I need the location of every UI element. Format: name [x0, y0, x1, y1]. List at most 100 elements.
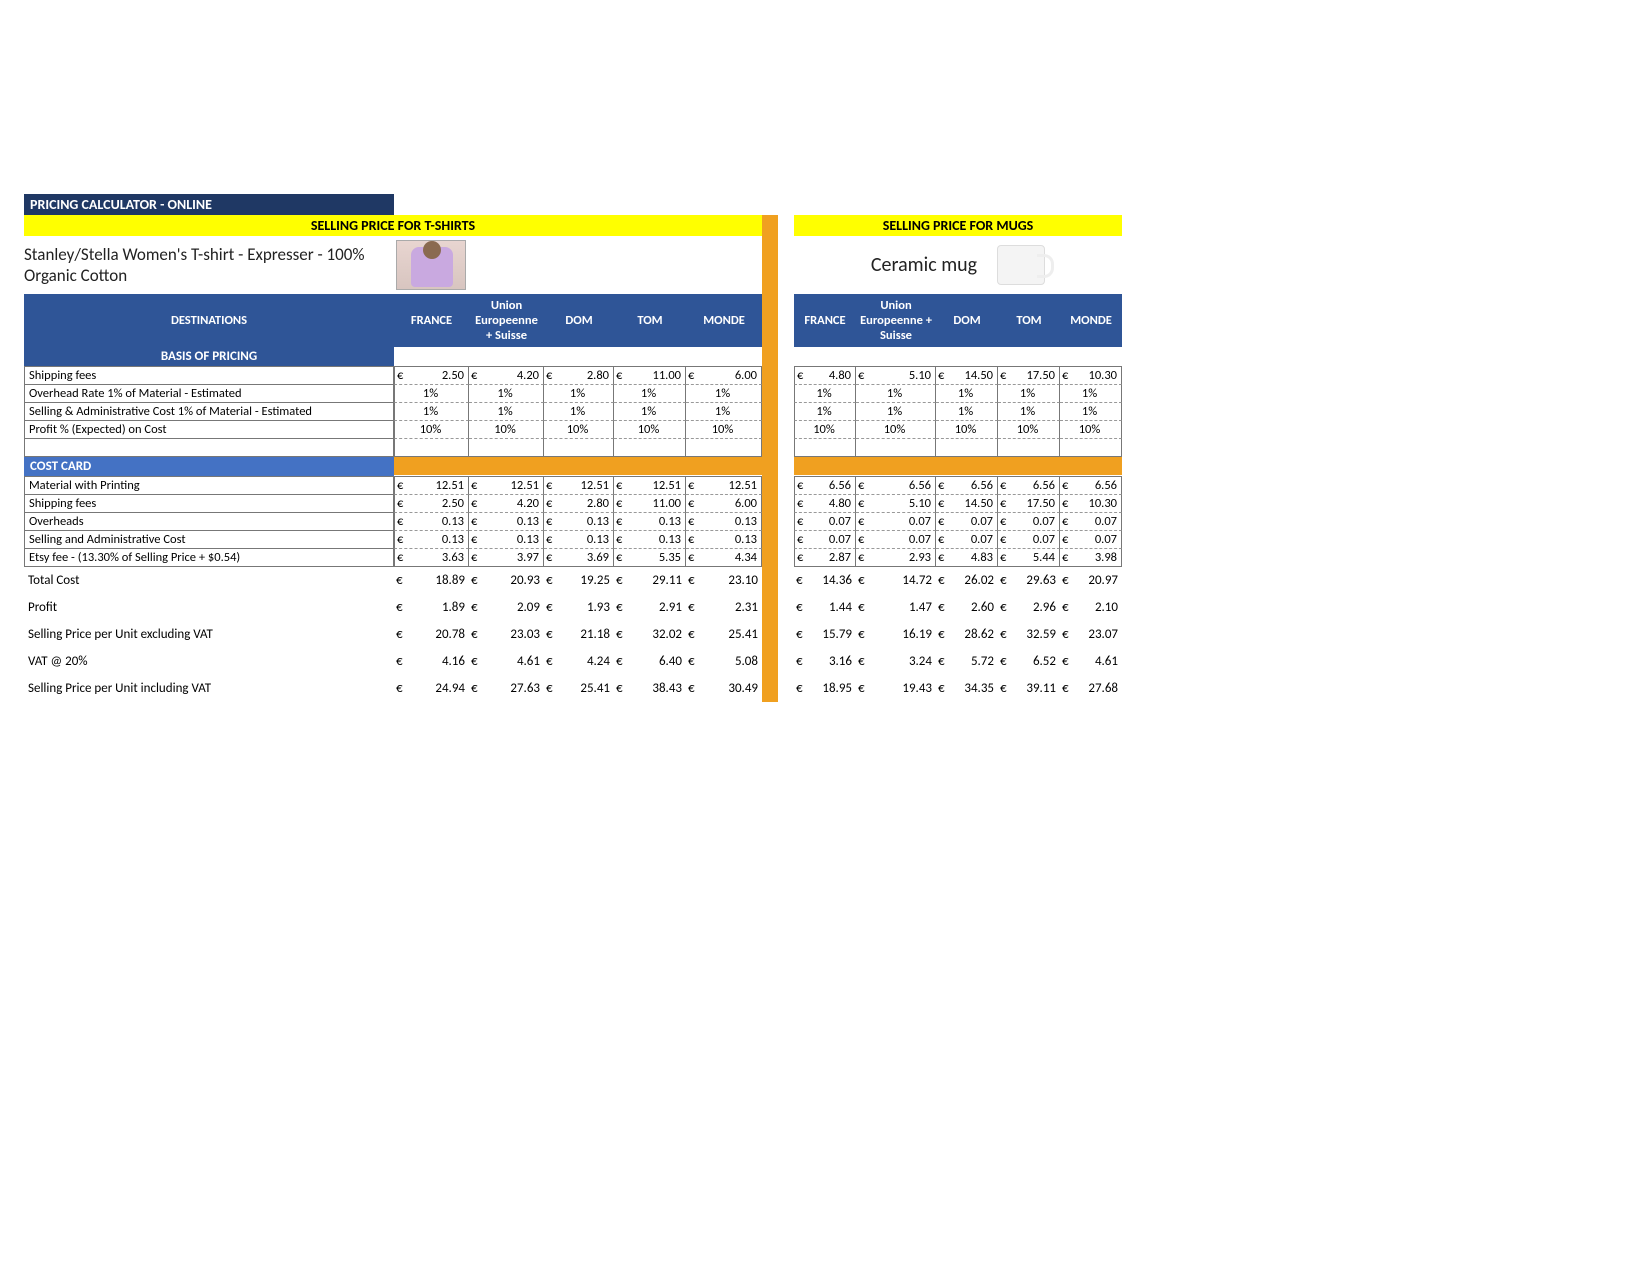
table-cell: 10%: [856, 421, 936, 439]
table-cell: 1%: [686, 403, 762, 421]
table-row: Shipping fees€2.50€4.20€2.80€11.00€6.00€…: [24, 495, 1206, 513]
table-cell: €4.24: [544, 648, 614, 675]
product-name-tshirt: Stanley/Stella Women's T-shirt - Express…: [24, 244, 384, 286]
table-cell: €4.16: [394, 648, 469, 675]
table-cell: €0.07: [936, 513, 998, 531]
table-row: Etsy fee - (13.30% of Selling Price + $0…: [24, 549, 1206, 567]
table-cell: €2.87: [794, 549, 856, 567]
table-cell: 1%: [614, 385, 686, 403]
table-cell: €12.51: [614, 476, 686, 495]
row-label: Total Cost: [24, 567, 394, 594]
table-cell: €0.07: [856, 513, 936, 531]
column-headers: DESTINATIONS FRANCE Union Europeenne + S…: [24, 294, 1206, 347]
basis-of-pricing-header: BASIS OF PRICING: [24, 347, 394, 366]
table-cell: €24.94: [394, 675, 469, 702]
table-cell: €20.78: [394, 621, 469, 648]
table-cell: €0.13: [686, 531, 762, 549]
table-cell: €38.43: [614, 675, 686, 702]
table-cell: €39.11: [998, 675, 1060, 702]
table-cell: €20.97: [1060, 567, 1122, 594]
table-cell: €17.50: [998, 366, 1060, 385]
table-cell: 10%: [686, 421, 762, 439]
mug-image: [997, 245, 1045, 285]
table-cell: €23.10: [686, 567, 762, 594]
table-cell: €5.08: [686, 648, 762, 675]
table-cell: €3.63: [394, 549, 469, 567]
table-cell: €14.50: [936, 495, 998, 513]
table-cell: 10%: [936, 421, 998, 439]
table-cell: €19.25: [544, 567, 614, 594]
table-cell: €6.00: [686, 495, 762, 513]
table-cell: €0.13: [686, 513, 762, 531]
table-cell: €34.35: [936, 675, 998, 702]
table-cell: €2.60: [936, 594, 998, 621]
table-cell: €27.68: [1060, 675, 1122, 702]
header-col: MONDE: [1060, 294, 1122, 347]
table-cell: 1%: [1060, 385, 1122, 403]
header-col: Union Europeenne + Suisse: [469, 294, 544, 347]
summary-row: Total Cost€18.89€20.93€19.25€29.11€23.10…: [24, 567, 1206, 594]
table-cell: €2.31: [686, 594, 762, 621]
table-cell: €26.02: [936, 567, 998, 594]
table-cell: 1%: [998, 403, 1060, 421]
table-cell: €0.07: [1060, 531, 1122, 549]
table-cell: €23.03: [469, 621, 544, 648]
table-cell: €0.07: [794, 531, 856, 549]
table-cell: 1%: [394, 403, 469, 421]
table-cell: 1%: [544, 385, 614, 403]
table-cell: €2.50: [394, 495, 469, 513]
table-cell: €0.13: [544, 531, 614, 549]
table-cell: €1.44: [794, 594, 856, 621]
table-cell: €10.30: [1060, 495, 1122, 513]
header-destinations: DESTINATIONS: [24, 294, 394, 347]
table-cell: 1%: [614, 403, 686, 421]
table-cell: €6.56: [1060, 476, 1122, 495]
table-cell: €1.47: [856, 594, 936, 621]
table-cell: 1%: [856, 403, 936, 421]
table-cell: 1%: [1060, 403, 1122, 421]
row-label: Profit: [24, 594, 394, 621]
table-cell: €21.18: [544, 621, 614, 648]
table-cell: €18.95: [794, 675, 856, 702]
table-cell: €0.07: [998, 513, 1060, 531]
table-cell: €0.13: [614, 531, 686, 549]
summary-row: Selling Price per Unit including VAT€24.…: [24, 675, 1206, 702]
table-cell: €0.13: [394, 513, 469, 531]
table-cell: 10%: [998, 421, 1060, 439]
table-row: Overheads€0.13€0.13€0.13€0.13€0.13€0.07€…: [24, 513, 1206, 531]
table-cell: 10%: [614, 421, 686, 439]
table-cell: 1%: [998, 385, 1060, 403]
row-label: Selling and Administrative Cost: [24, 531, 394, 549]
table-cell: €2.09: [469, 594, 544, 621]
table-cell: €6.56: [794, 476, 856, 495]
table-cell: €6.56: [998, 476, 1060, 495]
table-cell: €2.91: [614, 594, 686, 621]
table-cell: 1%: [936, 385, 998, 403]
table-cell: €14.50: [936, 366, 998, 385]
summary-row: Profit€1.89€2.09€1.93€2.91€2.31€1.44€1.4…: [24, 594, 1206, 621]
product-name-mug: Ceramic mug: [871, 253, 977, 277]
table-cell: €23.07: [1060, 621, 1122, 648]
table-cell: €27.63: [469, 675, 544, 702]
table-cell: €6.52: [998, 648, 1060, 675]
banner-tshirts: SELLING PRICE FOR T-SHIRTS: [24, 215, 762, 236]
table-cell: €0.07: [794, 513, 856, 531]
header-col: DOM: [544, 294, 614, 347]
table-cell: 1%: [856, 385, 936, 403]
table-cell: €14.36: [794, 567, 856, 594]
row-label: Overhead Rate 1% of Material - Estimated: [24, 385, 394, 403]
table-cell: €5.44: [998, 549, 1060, 567]
table-cell: 1%: [469, 403, 544, 421]
table-row: Selling & Administrative Cost 1% of Mate…: [24, 403, 1206, 421]
table-cell: €19.43: [856, 675, 936, 702]
table-cell: €2.50: [394, 366, 469, 385]
table-row: Overhead Rate 1% of Material - Estimated…: [24, 385, 1206, 403]
row-label: Etsy fee - (13.30% of Selling Price + $0…: [24, 549, 394, 567]
table-row: Material with Printing€12.51€12.51€12.51…: [24, 476, 1206, 495]
table-cell: €11.00: [614, 495, 686, 513]
header-col: Union Europeenne + Suisse: [856, 294, 936, 347]
table-cell: €4.80: [794, 495, 856, 513]
table-cell: €11.00: [614, 366, 686, 385]
table-cell: €15.79: [794, 621, 856, 648]
table-cell: 1%: [469, 385, 544, 403]
